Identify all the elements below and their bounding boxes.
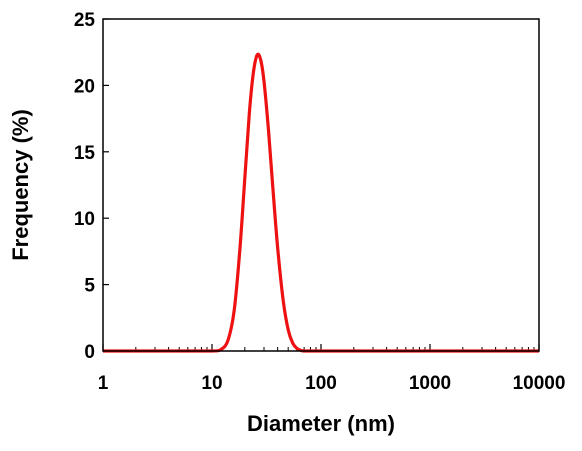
x-tick-label: 10000 [513, 373, 566, 394]
series-line [102, 52, 539, 353]
x-tick-label: 1 [98, 373, 109, 394]
y-tick-label: 5 [84, 276, 95, 297]
y-tick-label: 25 [74, 10, 96, 31]
y-tick-label: 10 [74, 209, 95, 230]
x-tick-label: 1000 [409, 373, 451, 394]
x-axis-title: Diameter (nm) [247, 411, 395, 436]
series-layer [102, 52, 539, 353]
major-ticks [102, 18, 540, 352]
y-tick-label: 0 [84, 342, 95, 363]
y-tick-label: 15 [74, 143, 96, 164]
x-tick-label: 100 [305, 373, 337, 394]
y-tick-label: 20 [74, 76, 95, 97]
plot-frame [102, 18, 540, 352]
tick-labels: 0 5 10 15 20 25 1 10 100 1000 10000 [74, 10, 566, 394]
x-tick-label: 10 [201, 373, 222, 394]
y-axis-title: Frequency (%) [8, 109, 33, 261]
